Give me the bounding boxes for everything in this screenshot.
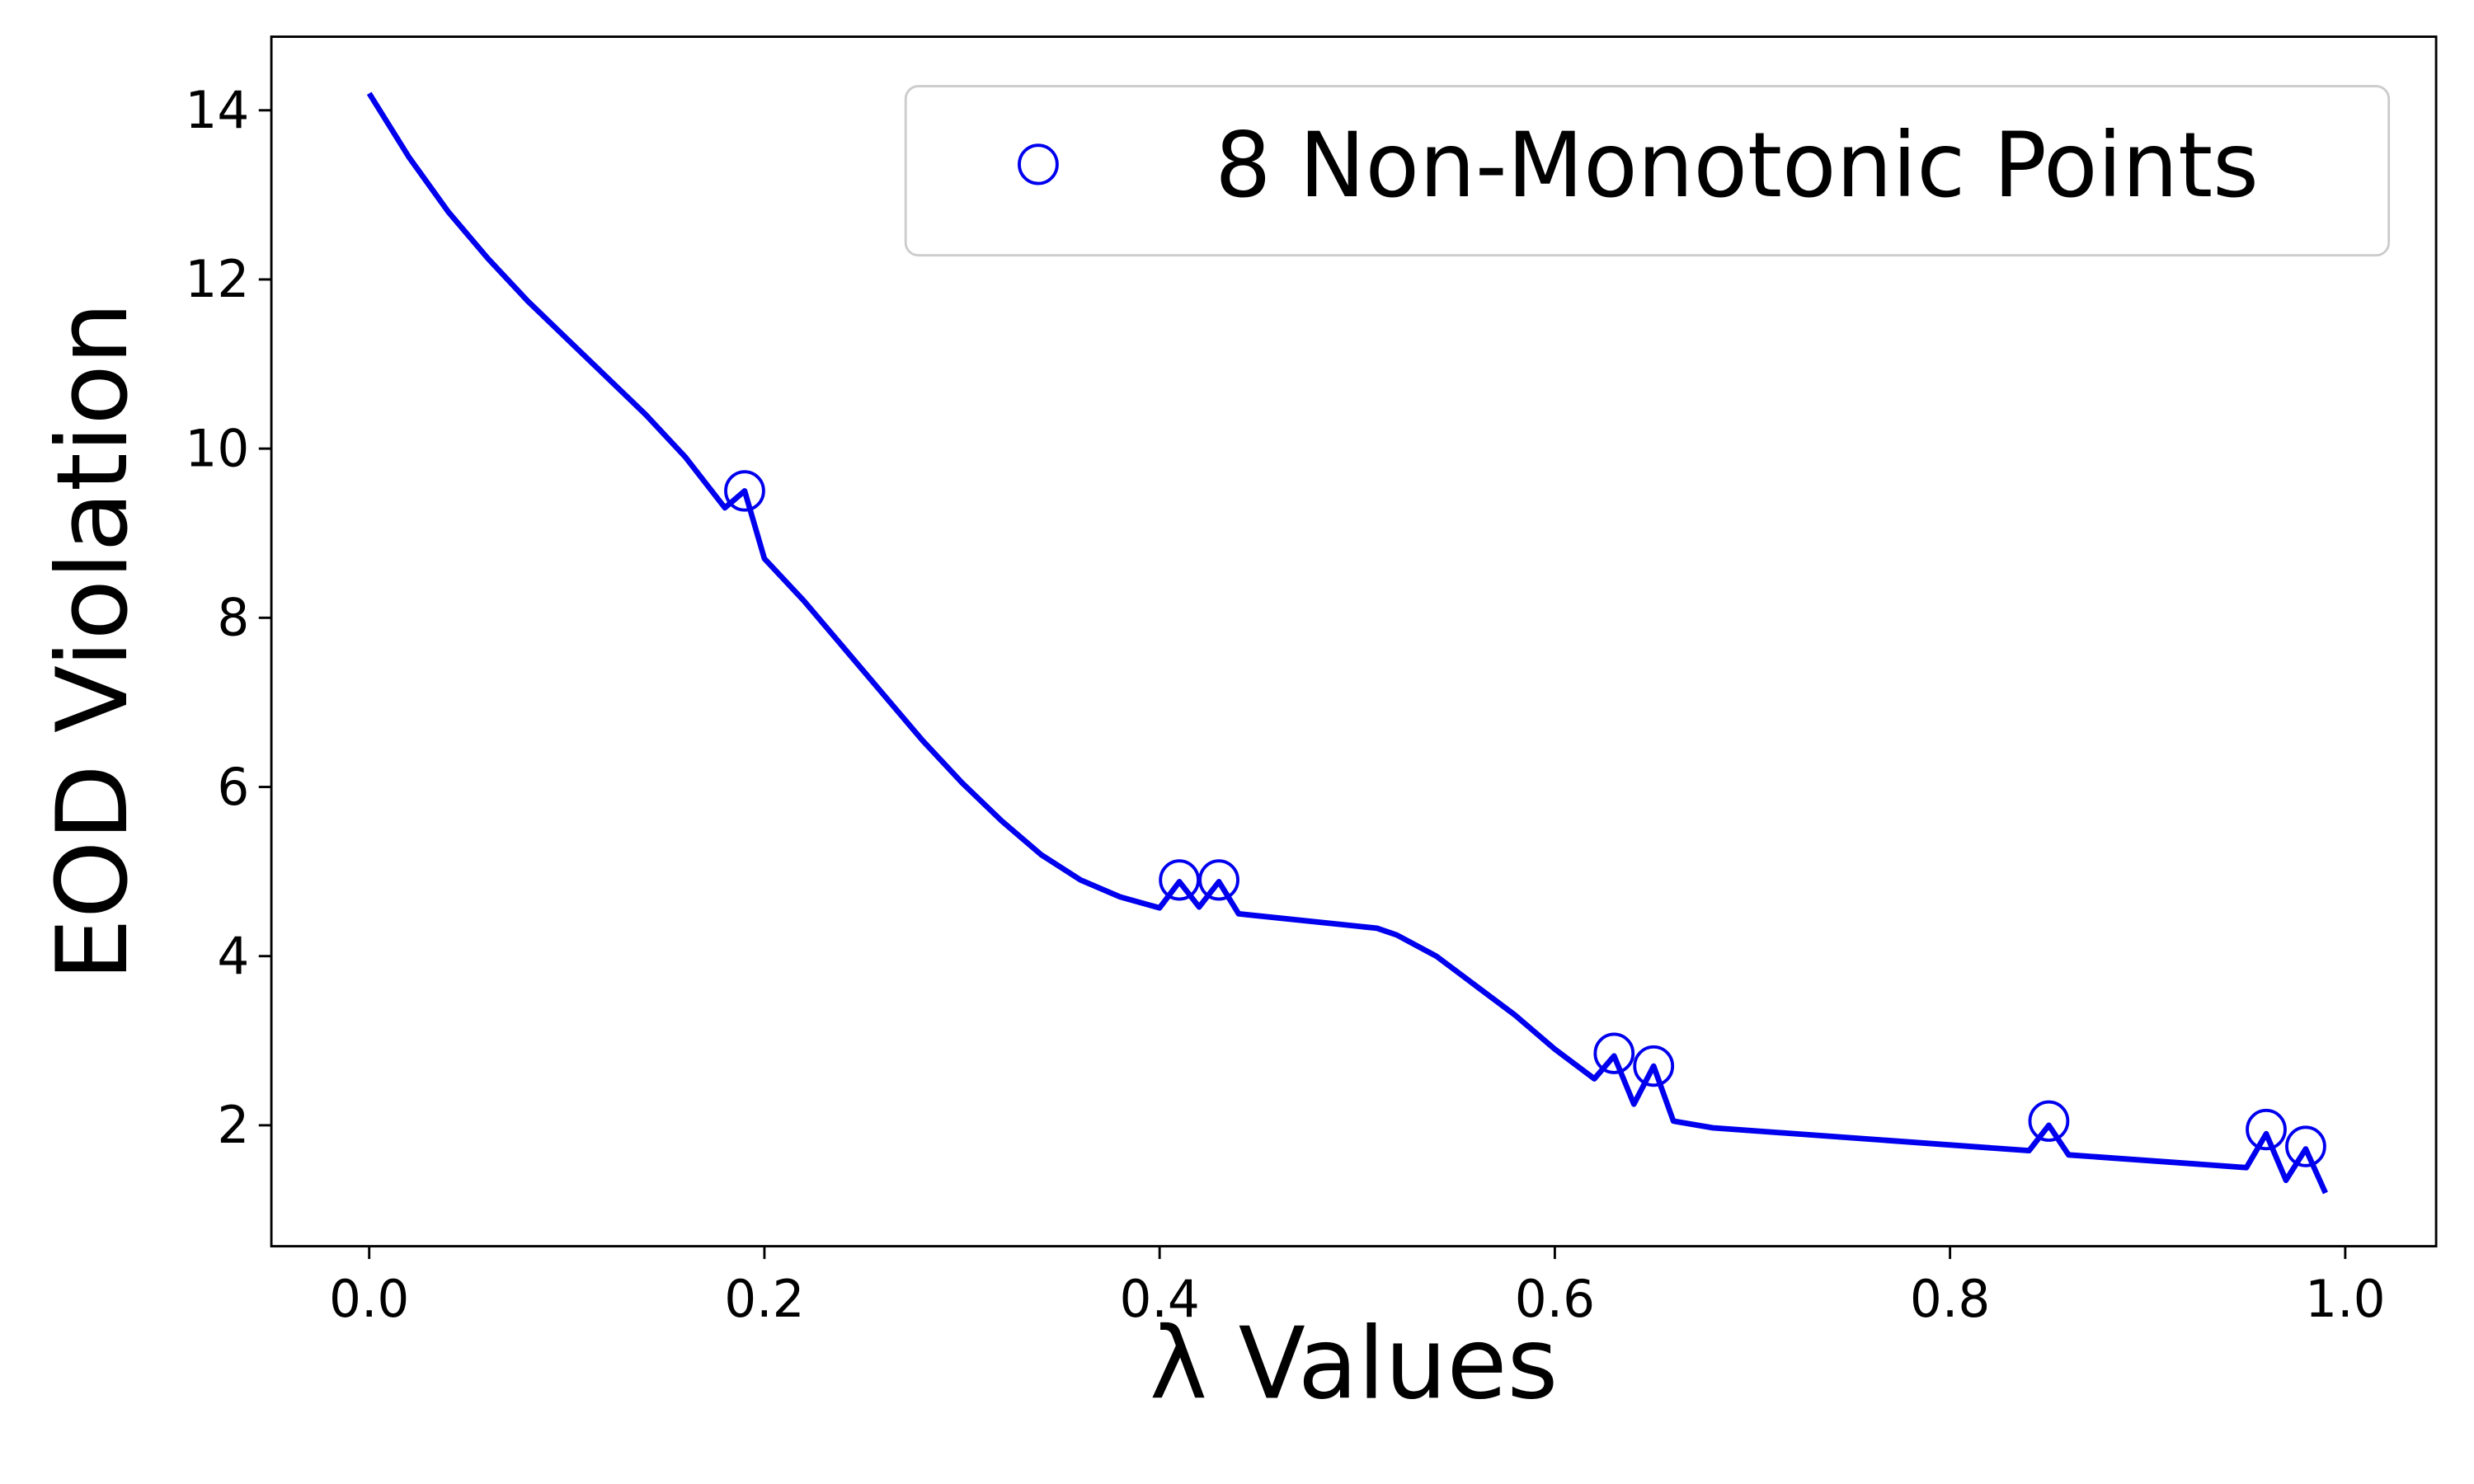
marker (1159, 859, 1200, 901)
y-tick-label: 2 (217, 1096, 249, 1155)
y-tick-label: 4 (217, 927, 249, 986)
marker (2246, 1108, 2287, 1151)
marker (1198, 859, 1239, 901)
legend-marker (1018, 143, 1059, 186)
x-tick-label: 0.2 (724, 1269, 804, 1328)
marker (1633, 1045, 1675, 1087)
y-tick-label: 6 (217, 757, 249, 816)
marker (2285, 1125, 2326, 1167)
marker (724, 470, 765, 512)
legend-box (904, 85, 2391, 257)
x-tick-label: 0.4 (1119, 1269, 1199, 1328)
marker (1593, 1032, 1635, 1074)
y-axis-label: EOD Violation (36, 302, 150, 981)
marker (2028, 1100, 2070, 1142)
x-tick-label: 0.8 (1910, 1269, 1990, 1328)
x-tick-label: 1.0 (2305, 1269, 2385, 1328)
y-tick-label: 10 (185, 419, 249, 478)
x-tick-label: 0.0 (329, 1269, 409, 1328)
y-tick-label: 8 (217, 588, 249, 647)
y-tick-label: 14 (185, 81, 249, 140)
x-axis-label: λ Values (1150, 1307, 1558, 1422)
data-line (366, 92, 2328, 1195)
x-tick-label: 0.6 (1515, 1269, 1595, 1328)
legend-label: 8 Non-Monotonic Points (1215, 114, 2259, 218)
y-tick-label: 12 (185, 250, 249, 309)
plot-frame (270, 35, 2438, 1248)
legend: 8 Non-Monotonic Points (904, 85, 2391, 257)
